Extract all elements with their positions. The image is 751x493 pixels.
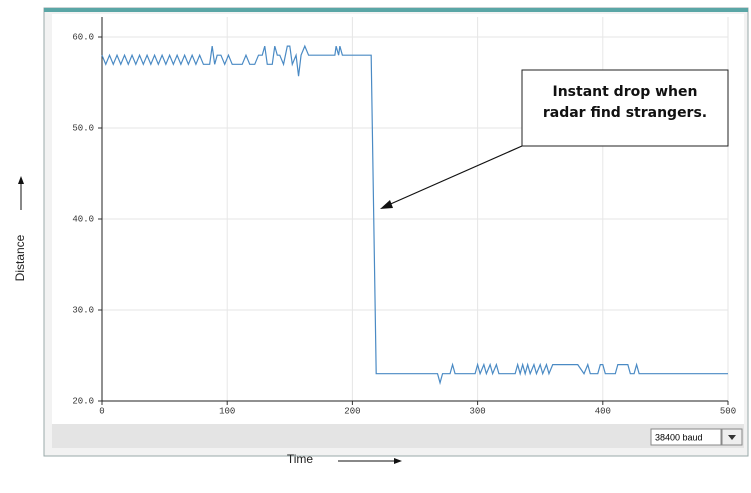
window-top-border: [44, 8, 748, 12]
annotation-arrow: [385, 145, 523, 207]
y-tick-label: 40.0: [72, 214, 94, 224]
x-tick-label: 300: [469, 406, 485, 416]
x-label-arrowhead: [394, 458, 402, 464]
y-tick-label: 20.0: [72, 396, 94, 406]
annotation-box: [521, 69, 729, 147]
y-axis-label: Distance: [13, 234, 27, 281]
x-tick-label: 100: [219, 406, 235, 416]
x-tick-label: 500: [720, 406, 736, 416]
y-tick-label: 60.0: [72, 32, 94, 42]
annotation-line: radar find strangers.: [543, 105, 707, 121]
status-bar: [52, 424, 744, 448]
x-tick-label: 0: [99, 406, 104, 416]
annotation-line: Instant drop when: [553, 84, 698, 100]
y-label-arrowhead: [18, 176, 24, 184]
annotation-arrowhead: [380, 200, 393, 209]
x-tick-label: 200: [344, 406, 360, 416]
y-tick-label: 30.0: [72, 305, 94, 315]
data-line: [101, 44, 728, 386]
dropdown-arrow: [728, 435, 736, 440]
baud-label: 38400 baud: [655, 432, 703, 442]
y-tick-label: 50.0: [72, 123, 94, 133]
x-axis-label: Time: [287, 452, 314, 466]
x-tick-label: 400: [595, 406, 611, 416]
baud-select[interactable]: [650, 428, 722, 446]
